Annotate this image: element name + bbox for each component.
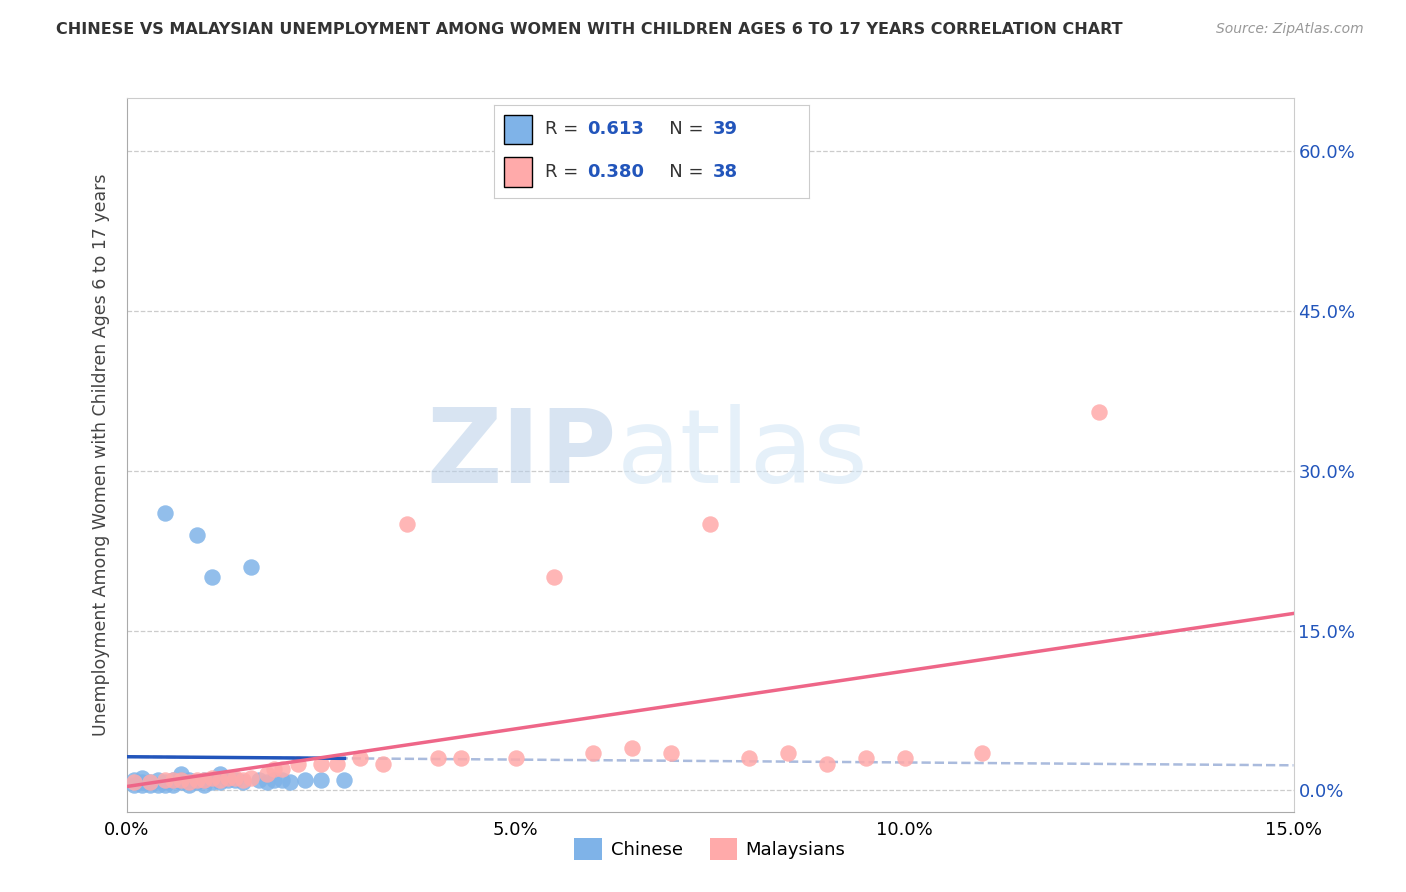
Point	[155, 778, 177, 792]
Y-axis label: Unemployment Among Women with Children Ages 6 to 17 years: Unemployment Among Women with Children A…	[91, 174, 110, 736]
Text: CHINESE VS MALAYSIAN UNEMPLOYMENT AMONG WOMEN WITH CHILDREN AGES 6 TO 17 YEARS C: CHINESE VS MALAYSIAN UNEMPLOYMENT AMONG …	[56, 22, 1123, 37]
Point	[139, 778, 162, 792]
Point	[738, 751, 761, 765]
Point	[193, 772, 215, 787]
Point	[193, 778, 215, 792]
Point	[139, 775, 162, 789]
Point	[208, 775, 231, 789]
Point	[395, 517, 418, 532]
Text: Source: ZipAtlas.com: Source: ZipAtlas.com	[1216, 22, 1364, 37]
Point	[162, 772, 184, 787]
Point	[208, 767, 231, 781]
Point	[256, 767, 278, 781]
Point	[224, 771, 246, 785]
Point	[1088, 405, 1111, 419]
Point	[162, 778, 184, 792]
Point	[224, 772, 246, 787]
Point	[131, 778, 153, 792]
Point	[177, 772, 200, 787]
Point	[124, 778, 146, 792]
Point	[263, 762, 285, 776]
Point	[582, 746, 605, 760]
Point	[170, 772, 193, 787]
Point	[162, 772, 184, 787]
Point	[294, 772, 316, 787]
Point	[287, 756, 309, 771]
Point	[170, 767, 193, 781]
Point	[146, 772, 169, 787]
Point	[177, 775, 200, 789]
Legend: Chinese, Malaysians: Chinese, Malaysians	[567, 830, 853, 867]
Point	[855, 751, 877, 765]
Point	[325, 756, 347, 771]
Point	[131, 771, 153, 785]
Point	[271, 772, 294, 787]
Point	[201, 775, 224, 789]
Point	[450, 751, 472, 765]
Point	[170, 775, 193, 789]
Point	[193, 772, 215, 787]
Point	[155, 507, 177, 521]
Point	[699, 517, 721, 532]
Point	[232, 772, 254, 787]
Point	[177, 778, 200, 792]
Point	[240, 771, 263, 785]
Point	[186, 772, 208, 787]
Point	[240, 559, 263, 574]
Point	[263, 772, 285, 787]
Point	[247, 772, 270, 787]
Point	[139, 775, 162, 789]
Point	[505, 751, 527, 765]
Text: atlas: atlas	[617, 404, 869, 506]
Point	[349, 751, 371, 765]
Point	[170, 772, 193, 787]
Point	[972, 746, 994, 760]
Point	[333, 772, 356, 787]
Point	[271, 762, 294, 776]
Point	[186, 775, 208, 789]
Point	[201, 771, 224, 785]
Point	[208, 772, 231, 787]
Point	[131, 775, 153, 789]
Point	[201, 570, 224, 584]
Point	[124, 772, 146, 787]
Text: ZIP: ZIP	[426, 404, 617, 506]
Point	[186, 528, 208, 542]
Point	[217, 771, 239, 785]
Point	[124, 775, 146, 789]
Point	[815, 756, 838, 771]
Point	[543, 570, 565, 584]
Point	[155, 772, 177, 787]
Point	[309, 756, 332, 771]
Point	[659, 746, 682, 760]
Point	[146, 778, 169, 792]
Point	[278, 775, 301, 789]
Point	[426, 751, 449, 765]
Point	[621, 740, 644, 755]
Point	[373, 756, 395, 771]
Point	[893, 751, 915, 765]
Point	[256, 775, 278, 789]
Point	[155, 775, 177, 789]
Point	[309, 772, 332, 787]
Point	[232, 775, 254, 789]
Point	[217, 772, 239, 787]
Point	[776, 746, 799, 760]
